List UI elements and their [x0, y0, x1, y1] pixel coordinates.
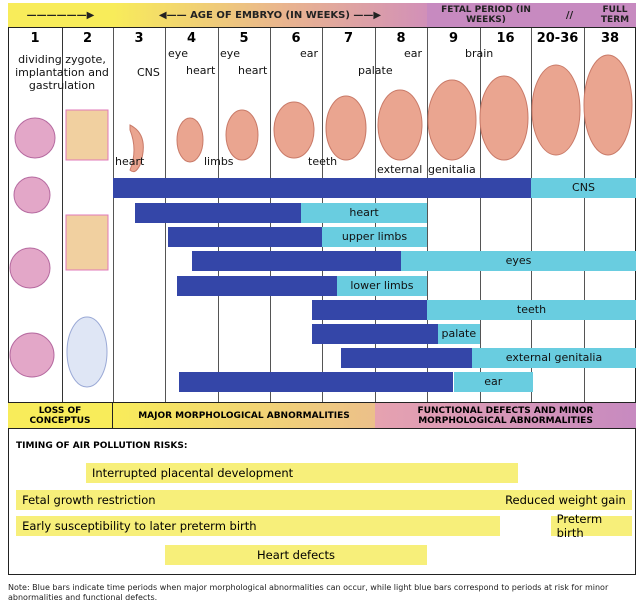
column-divider — [480, 28, 481, 402]
header-preembryo: ——————▶ — [8, 3, 113, 28]
full-term-label: FULL TERM — [600, 5, 630, 25]
implantation-rect-image — [65, 109, 109, 161]
major-bar-lower-limbs — [176, 276, 337, 296]
minor-bar-palate: palate — [437, 324, 480, 344]
annotation-heart-week5: heart — [238, 64, 268, 77]
bar-label: lower limbs — [350, 279, 414, 292]
major-bar-upper-limbs — [167, 227, 322, 247]
week-label: 8 — [396, 31, 406, 46]
week-label: 9 — [448, 31, 459, 46]
fetal-period-label: FETAL PERIOD (IN WEEKS) — [441, 5, 531, 25]
risk-bar: Heart defects — [165, 545, 427, 565]
column-divider — [427, 28, 428, 402]
arrow-left-icon: ◀—— — [158, 9, 187, 21]
week-label: 38 — [600, 31, 620, 46]
bar-label: palate — [441, 327, 477, 340]
major-bar-palate — [311, 324, 438, 344]
minor-bar-heart: heart — [301, 203, 427, 223]
minor-bar-CNS: CNS — [531, 178, 636, 198]
annotation-palate: palate — [358, 64, 393, 77]
annotation-genitalia: genitalia — [428, 163, 476, 176]
arrow-right-icon: ——————▶ — [26, 9, 95, 21]
column-divider — [113, 28, 114, 402]
annotation-heart-week4: heart — [186, 64, 216, 77]
band-functional-defects: FUNCTIONAL DEFECTS AND MINOR MORPHOLOGIC… — [375, 402, 636, 429]
bar-label: eyes — [505, 254, 532, 267]
risk-bar: Interrupted placental development — [85, 463, 519, 483]
zygote-image — [14, 117, 56, 159]
bar-label: ear — [484, 375, 503, 388]
embryo-age-label: AGE OF EMBRYO (IN WEEKS) — [190, 9, 350, 21]
risk-bar: Early susceptibility to later preterm bi… — [16, 516, 500, 536]
major-bar-heart — [134, 203, 302, 223]
annotation-teeth: teeth — [308, 155, 338, 168]
column-divider — [62, 28, 63, 402]
annotation-ear-week6: ear — [300, 47, 319, 60]
major-bar-ear — [179, 372, 454, 392]
annotation-ear-week8: ear — [404, 47, 423, 60]
minor-bar-ear: ear — [453, 372, 534, 392]
annotation-eye-week4: eye — [168, 47, 189, 60]
major-bar-external-genitalia — [340, 348, 473, 368]
embryo-images — [129, 54, 633, 173]
blastocyst-image — [9, 247, 51, 289]
bar-label: external genitalia — [505, 351, 603, 364]
bar-label: teeth — [516, 303, 547, 316]
column-divider — [531, 28, 532, 402]
major-bar-CNS — [113, 178, 531, 198]
embryo-illustrations — [9, 54, 633, 388]
risk-label: Fetal growth restriction — [22, 493, 156, 507]
week-label: 20-36 — [536, 31, 579, 46]
major-bar-teeth — [311, 300, 427, 320]
header-fetal: FETAL PERIOD (IN WEEKS) // FULL TERM — [427, 3, 636, 28]
risk-label: Interrupted placental development — [91, 466, 294, 480]
minor-bar-teeth: teeth — [427, 300, 636, 320]
chorionic-sac-image — [66, 316, 108, 388]
minor-bar-lower-limbs: lower limbs — [336, 276, 427, 296]
week-label: 16 — [496, 31, 515, 46]
week-label: 4 — [186, 31, 197, 46]
minor-bar-external-genitalia: external genitalia — [472, 348, 636, 368]
week-label: 2 — [82, 31, 93, 46]
risk-label: Heart defects — [257, 548, 335, 562]
minor-bar-eyes: eyes — [401, 251, 636, 271]
risk-label: Preterm birth — [556, 512, 603, 540]
implantation-image — [9, 332, 55, 378]
annotation-brain: brain — [465, 47, 494, 60]
column-divider — [584, 28, 585, 402]
week-label: 6 — [291, 31, 301, 46]
week-label: 1 — [30, 31, 40, 46]
minor-bar-upper-limbs: upper limbs — [322, 227, 427, 247]
arrow-right-icon: ——▶ — [353, 9, 382, 21]
risk-end-label: Reduced weight gain — [505, 493, 626, 507]
annotation-eye-week5: eye — [220, 47, 241, 60]
implantation-rect-image — [65, 214, 109, 271]
header-embryo: ◀—— AGE OF EMBRYO (IN WEEKS) ——▶ — [113, 3, 427, 28]
annotation-heart-week3: heart — [115, 155, 145, 168]
risk-label: Early susceptibility to later preterm bi… — [22, 519, 257, 533]
bar-label: upper limbs — [341, 230, 408, 243]
week-label: 3 — [134, 31, 144, 46]
break-mark: // — [565, 9, 574, 21]
footnote: Note: Blue bars indicate time periods wh… — [8, 583, 609, 602]
morula-image — [13, 176, 51, 214]
annotation-early-stages: dividing zygote, implantation and gastru… — [15, 53, 109, 92]
band-major-abnormalities: MAJOR MORPHOLOGICAL ABNORMALITIES — [113, 402, 375, 429]
week-label: 7 — [343, 31, 354, 46]
risks-title: TIMING OF AIR POLLUTION RISKS: — [16, 441, 188, 451]
bar-label: CNS — [572, 181, 595, 194]
annotation-cns: CNS — [137, 66, 160, 79]
risk-bar: Preterm birth — [550, 512, 632, 540]
annotation-external: external — [377, 163, 423, 176]
week-label: 5 — [239, 31, 249, 46]
bar-label: heart — [349, 206, 379, 219]
major-bar-eyes — [191, 251, 401, 271]
annotation-limbs: limbs — [204, 155, 234, 168]
band-loss-of-conceptus: LOSS OF CONCEPTUS — [8, 402, 113, 429]
risk-bar: Fetal growth restriction Reduced weight g… — [16, 490, 632, 510]
